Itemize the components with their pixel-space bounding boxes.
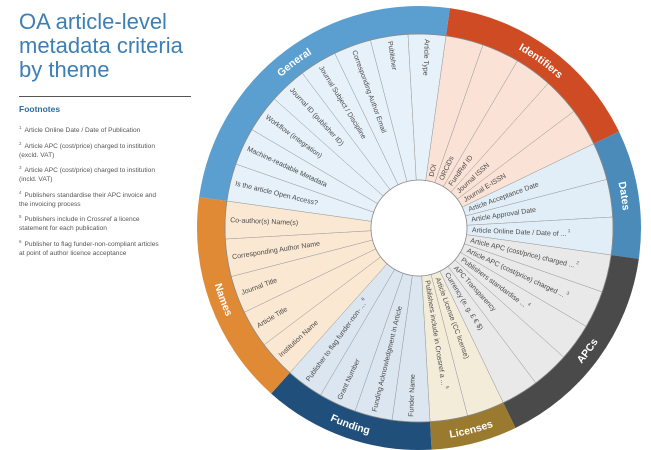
- theme-band: [199, 5, 450, 201]
- item-label: Publisher: [386, 41, 398, 72]
- item-label-text: Article Type: [421, 39, 430, 76]
- theme-label: Dates: [615, 181, 631, 212]
- footnote-text: statement for each publication: [19, 225, 107, 232]
- footnote-number: 3: [19, 165, 22, 170]
- footnotes-divider: [19, 96, 191, 97]
- item-footnote-ref: 4: [526, 301, 532, 308]
- footnote-item: 1 Article Online Date / Date of Publicati…: [19, 123, 194, 135]
- item-footnote-ref: 6: [360, 296, 367, 302]
- title-line: metadata criteria: [19, 33, 183, 58]
- item-label-text: Article Online Date / Date of ...: [472, 227, 567, 238]
- theme-band: [271, 372, 432, 450]
- item-label-text: Funder Name: [408, 374, 417, 417]
- footnote-number: 6: [19, 238, 22, 244]
- item-footnote-ref: 5: [444, 384, 450, 389]
- item-label-text: DOI: [428, 164, 438, 178]
- title-line: by theme: [19, 57, 110, 82]
- footnote-text: Article APC (cost/price) charged to inst…: [24, 142, 155, 150]
- theme-band: [196, 197, 290, 394]
- footnote-number: 5: [19, 214, 22, 219]
- item-label-text: Co-author(s) Name(s): [230, 217, 298, 227]
- footnote-text: Publishers include in Crossref a licence: [24, 216, 140, 223]
- page-title: OA article-level metadata criteria by th…: [19, 10, 219, 82]
- center-hub: [370, 179, 468, 277]
- item-label: Funder Name: [408, 374, 417, 417]
- title-line: OA article-level: [19, 9, 167, 34]
- item-footnote-ref: 3: [564, 290, 570, 296]
- footnote-text: Article APC (cost/price) charged to inst…: [24, 167, 155, 174]
- item-label-text: Publisher: [386, 41, 398, 72]
- footnotes-heading: Footnotes: [19, 104, 61, 114]
- footnote-text: (excld. VAT): [19, 151, 55, 159]
- item-label: DOI: [428, 164, 438, 178]
- footnote-item: 3 Article APC (cost/price) charged to ins…: [19, 163, 194, 184]
- theme-band: [430, 402, 516, 450]
- footnote-item: 2 Article APC (cost/price) charged to ins…: [19, 139, 194, 160]
- footnotes-list: 1 Article Online Date / Date of Publicati…: [19, 123, 194, 261]
- item-label: Article Type: [421, 39, 430, 76]
- footnote-text: Article Online Date / Date of Publicatio…: [24, 127, 141, 134]
- footnote-text: the invoicing process: [19, 200, 81, 208]
- item-label: Co-author(s) Name(s): [230, 217, 298, 227]
- footnote-text: Publisher to flag funder-non-compliant a…: [24, 240, 159, 248]
- item-footnote-ref: 1: [566, 228, 570, 233]
- footnote-item: 6 Publisher to flag funder-non-compliant …: [19, 237, 194, 258]
- theme-label-text: Dates: [615, 181, 631, 212]
- footnote-number: 2: [19, 140, 22, 146]
- theme-band: [446, 8, 619, 144]
- footnote-number: 4: [19, 189, 22, 195]
- inner-band-ring: [224, 33, 614, 423]
- footnote-text: at point of author licence acceptance: [19, 249, 127, 257]
- item-footnote-ref: 2: [575, 260, 580, 266]
- item-label: Article Online Date / Date of ... 1: [472, 224, 571, 238]
- footnote-item: 5 Publishers include in Crossref a licenc…: [19, 212, 194, 233]
- footnote-text: Publishers standardise their APC invoice…: [24, 191, 157, 199]
- footnote-number: 1: [19, 125, 22, 130]
- footnote-item: 4 Publishers standardise their APC invoic…: [19, 188, 194, 209]
- theme-band: [503, 255, 639, 428]
- footnote-text: (incld. VAT): [19, 176, 53, 183]
- theme-band: [593, 131, 642, 259]
